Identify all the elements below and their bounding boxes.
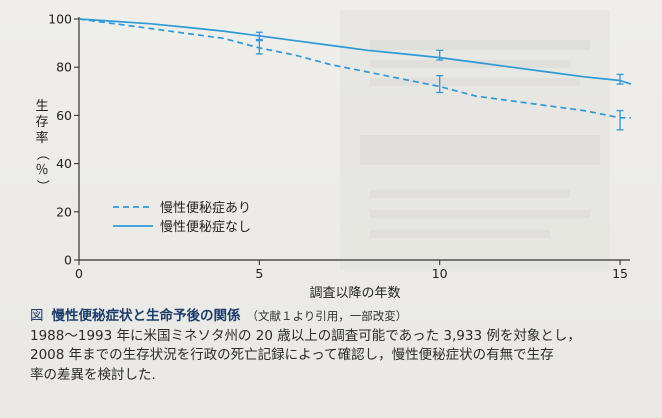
chart-ticks: 0 20 40 60 80 100 0 5 10 15 [48, 12, 628, 282]
x-tick-label: 0 [75, 266, 83, 281]
y-axis-title-char: 存 [35, 115, 48, 130]
caption-title-line: 図慢性便秘症状と生命予後の関係 （文献１より引用，一部改変） [30, 307, 655, 327]
legend-label: 慢性便秘症なし [160, 219, 251, 235]
figure-tag: 図 [30, 308, 44, 324]
x-tick-label: 15 [612, 266, 628, 281]
y-axis-title-char: 率 [35, 130, 48, 146]
chart-labels: 調査以降の年数 生存率（ ％） [35, 99, 401, 300]
x-axis-title: 調査以降の年数 [309, 286, 400, 300]
y-tick-label: 0 [64, 253, 72, 268]
y-axis-title-char: ） [35, 179, 50, 192]
caption-body-line-2: 2008 年までの生存状況を行政の死亡記録によって確認し，慢性便秘症状の有無で生… [30, 347, 554, 363]
legend-label: 慢性便秘症あり [160, 200, 251, 216]
figure-caption: 図慢性便秘症状と生命予後の関係 （文献１より引用，一部改変） 1988～1993 … [30, 307, 655, 385]
figure-title: 慢性便秘症状と生命予後の関係 [51, 308, 241, 324]
figure-source: （文献１より引用，一部改変） [246, 309, 408, 323]
y-axis-title-char: 生 [35, 99, 48, 114]
y-tick-label: 80 [56, 60, 72, 75]
y-tick-label: 20 [56, 204, 72, 219]
y-axis-title-char: （ [35, 147, 50, 160]
series-line-2 [78, 18, 632, 85]
series-line-1 [78, 18, 631, 119]
caption-body-line-3: 率の差異を検討した. [30, 366, 156, 383]
x-tick-label: 10 [432, 266, 448, 281]
chart-axes [78, 17, 630, 261]
y-tick-label: 40 [56, 156, 72, 171]
y-axis-title-char: ％ [35, 163, 48, 178]
y-tick-label: 60 [56, 108, 72, 123]
y-tick-label: 100 [48, 12, 72, 27]
chart-series [78, 18, 632, 131]
caption-body-line-1: 1988～1993 年に米国ミネソタ州の 20 歳以上の調査可能であった 3,9… [30, 327, 581, 344]
x-tick-label: 5 [255, 266, 263, 281]
